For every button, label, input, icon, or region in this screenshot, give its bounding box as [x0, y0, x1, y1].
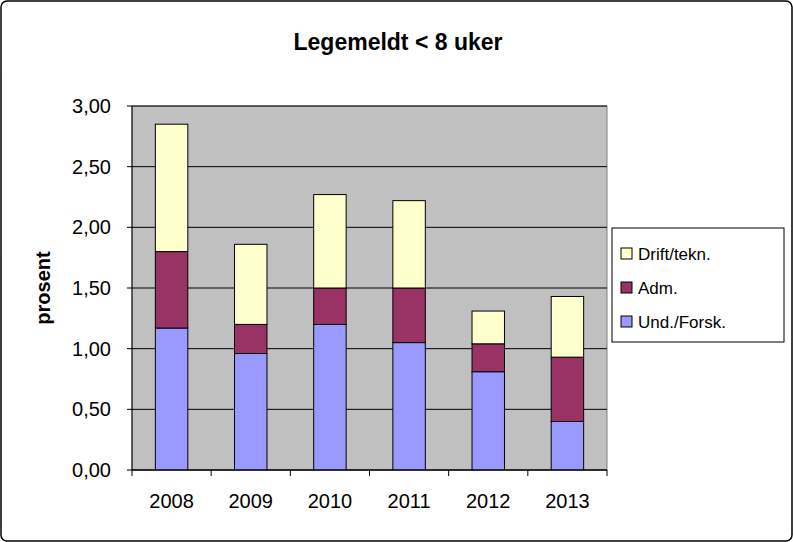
- plot-area: [132, 106, 607, 470]
- category-label: 2012: [466, 490, 511, 512]
- category-label: 2008: [149, 490, 194, 512]
- tick-label: 2,50: [72, 156, 111, 178]
- category-label: 2010: [308, 490, 353, 512]
- y-axis: [132, 106, 133, 470]
- bar: [551, 421, 583, 470]
- bar: [314, 288, 346, 324]
- bar: [551, 296, 583, 357]
- bar: [472, 311, 504, 344]
- bar: [472, 344, 504, 372]
- tick-mark: [127, 166, 132, 167]
- x-tick: [290, 470, 291, 476]
- bar: [235, 244, 267, 324]
- chart-border: [1, 1, 792, 541]
- bar: [235, 354, 267, 470]
- tick-mark: [127, 409, 132, 410]
- bar: [155, 252, 187, 328]
- title: Legemeldt < 8 uker: [294, 29, 503, 55]
- chart: 0,00 0,50 1,00 1,50 2,00 2,50 3,00 2008 2009 2010…: [0, 0, 793, 542]
- x-tick: [607, 470, 608, 476]
- tick-label: 2,00: [72, 216, 111, 238]
- tick-label: 3,00: [72, 95, 111, 117]
- bar: [155, 124, 187, 251]
- legend-label: Und./Forsk.: [638, 313, 726, 332]
- tick-mark: [127, 470, 132, 471]
- legend-label: Drift/tekn.: [638, 245, 711, 264]
- x-tick: [527, 470, 528, 476]
- legend-swatch: [621, 248, 632, 259]
- tick-label: 1,00: [72, 338, 111, 360]
- bar: [393, 201, 425, 288]
- tick-label: 1,50: [72, 277, 111, 299]
- tick-mark: [127, 288, 132, 289]
- tick-mark: [127, 227, 132, 228]
- bar: [155, 328, 187, 470]
- x-tick: [211, 470, 212, 476]
- category-label: 2013: [545, 490, 590, 512]
- grid-line: [132, 166, 607, 167]
- tick-label: 0,50: [72, 398, 111, 420]
- bar: [314, 195, 346, 288]
- grid-line: [132, 227, 607, 228]
- grid-line: [132, 409, 607, 410]
- legend-label: Adm.: [638, 279, 678, 298]
- bar: [393, 288, 425, 343]
- x-tick: [448, 470, 449, 476]
- bars: [155, 124, 583, 470]
- legend-swatch: [621, 282, 632, 293]
- bar: [472, 372, 504, 470]
- tick-mark: [127, 348, 132, 349]
- legend-swatch: [621, 316, 632, 327]
- bar: [393, 343, 425, 470]
- grid-line: [132, 288, 607, 289]
- tick-label: 0,00: [72, 459, 111, 481]
- bar: [235, 324, 267, 353]
- category-label: 2009: [229, 490, 274, 512]
- y-axis-label: prosent: [32, 251, 54, 325]
- grid-line: [132, 348, 607, 349]
- tick-mark: [127, 106, 132, 107]
- category-label: 2011: [388, 490, 431, 512]
- bar: [551, 357, 583, 421]
- grid-line: [132, 106, 607, 107]
- x-tick: [369, 470, 370, 476]
- bar: [314, 324, 346, 470]
- x-tick: [132, 470, 133, 476]
- legend: [612, 228, 784, 342]
